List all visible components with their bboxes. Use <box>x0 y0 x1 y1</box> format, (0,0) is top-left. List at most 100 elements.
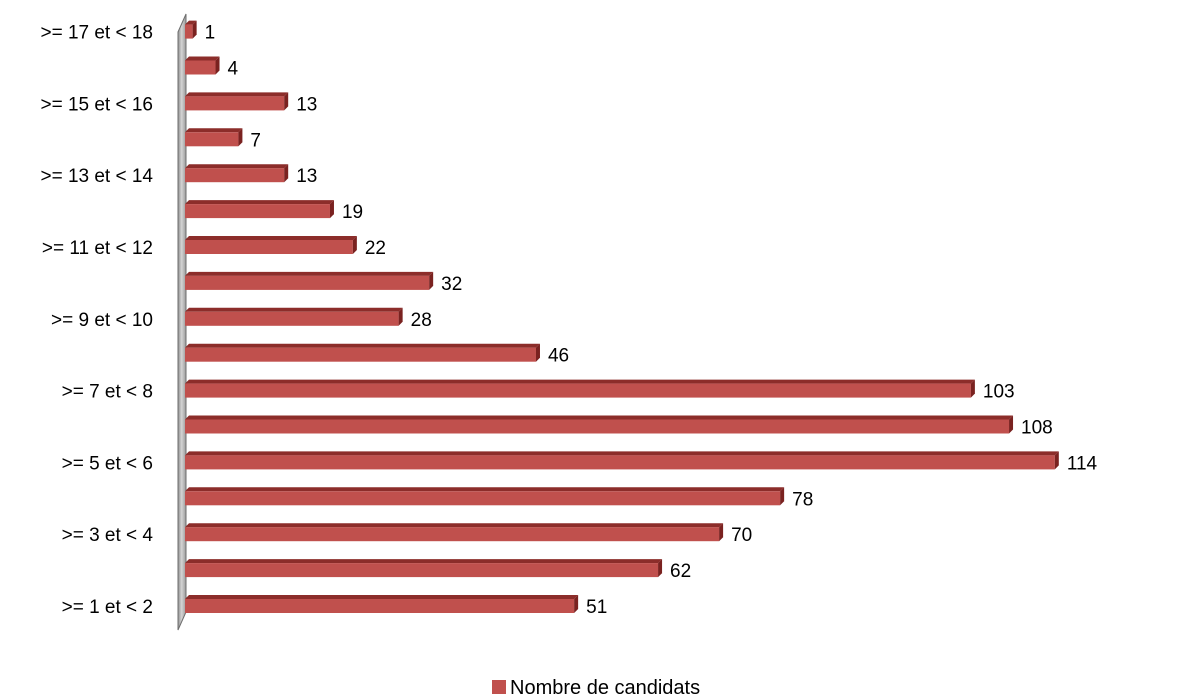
bar <box>185 236 357 254</box>
bar-top-face <box>185 164 289 169</box>
bar <box>185 128 243 147</box>
bar-top-face <box>185 236 357 240</box>
bar <box>185 523 724 542</box>
bar-front-face <box>185 204 330 219</box>
bar-end-face <box>284 92 289 111</box>
category-tick-label: >= 7 et < 8 <box>62 382 153 403</box>
bar-end-face <box>1054 451 1059 470</box>
bar <box>185 343 540 362</box>
data-label: 51 <box>586 597 607 618</box>
bar <box>185 559 663 578</box>
bar <box>185 56 220 75</box>
bar-front-face <box>185 275 430 290</box>
bar-top-face <box>185 451 1059 456</box>
bar-end-face <box>192 20 197 39</box>
bar-top-face <box>185 523 724 528</box>
bar-end-face <box>215 56 220 75</box>
bar <box>185 200 334 219</box>
bar-front-face <box>185 527 720 542</box>
bar <box>185 451 1059 470</box>
category-tick-label: >= 11 et < 12 <box>42 238 153 259</box>
category-tick-label: >= 13 et < 14 <box>40 166 153 187</box>
bar-top-face <box>185 343 540 348</box>
bar-top-face <box>185 595 579 599</box>
legend: Nombre de candidats <box>492 677 700 698</box>
bar-top-face <box>185 200 334 205</box>
bar-front-face <box>185 383 971 398</box>
bar-end-face <box>658 559 663 578</box>
data-label: 70 <box>731 525 752 546</box>
bar-end-face <box>535 343 540 362</box>
bar-end-face <box>719 523 724 542</box>
bar <box>185 487 785 506</box>
bar <box>185 307 403 326</box>
data-label: 46 <box>548 346 569 367</box>
data-label: 7 <box>250 130 261 151</box>
data-label: 114 <box>1067 453 1098 474</box>
category-tick-label: >= 15 et < 16 <box>40 94 153 115</box>
bar-end-face <box>398 307 403 326</box>
bar <box>185 415 1014 434</box>
data-label: 108 <box>1021 418 1053 439</box>
bar-top-face <box>185 415 1014 420</box>
bar-front-face <box>185 599 575 613</box>
category-tick-label: >= 17 et < 18 <box>40 23 153 44</box>
bar-front-face <box>185 240 353 254</box>
bar-top-face <box>185 128 243 133</box>
data-label: 62 <box>670 561 691 582</box>
data-label: 32 <box>441 274 462 295</box>
category-tick-label: >= 1 et < 2 <box>62 597 153 618</box>
data-label: 28 <box>411 310 432 331</box>
category-tick-labels: >= 1 et < 2 >= 3 et < 4 >= 5 et < 6 >= 7 et… <box>40 23 153 618</box>
bar-front-face <box>185 311 399 326</box>
bar-front-face <box>185 24 193 39</box>
category-tick-label: >= 3 et < 4 <box>62 525 154 546</box>
bar-front-face <box>185 419 1010 434</box>
data-label: 1 <box>205 23 216 44</box>
category-tick-label: >= 5 et < 6 <box>62 453 153 474</box>
bar-end-face <box>780 487 785 506</box>
bar-end-face <box>284 164 289 183</box>
legend-label: Nombre de candidats <box>510 677 700 698</box>
axis-wall-face <box>177 13 187 631</box>
bar <box>185 92 289 111</box>
data-label: 22 <box>365 238 386 259</box>
data-label: 103 <box>983 382 1015 403</box>
bar-series <box>185 20 1059 613</box>
bar-top-face <box>185 92 289 97</box>
category-tick-label: >= 9 et < 10 <box>51 310 153 331</box>
category-axis-wall <box>177 13 187 631</box>
bar-top-face <box>185 307 403 312</box>
bar-top-face <box>185 271 434 276</box>
bar-end-face <box>429 271 434 290</box>
bar-end-face <box>574 595 579 613</box>
bar-top-face <box>185 379 975 384</box>
bar-end-face <box>1009 415 1014 434</box>
bar-top-face <box>185 56 220 61</box>
bar-end-face <box>352 236 357 254</box>
data-label: 19 <box>342 202 363 223</box>
bar-front-face <box>185 96 285 111</box>
bar-front-face <box>185 168 285 183</box>
bar-front-face <box>185 455 1055 470</box>
bar-end-face <box>238 128 243 147</box>
bar-end-face <box>970 379 975 398</box>
bar <box>185 379 975 398</box>
bar-front-face <box>185 347 536 362</box>
bar <box>185 271 434 290</box>
bar-front-face <box>185 491 781 506</box>
bar-top-face <box>185 20 197 25</box>
data-label: 78 <box>792 489 813 510</box>
bar-top-face <box>185 487 785 492</box>
legend-swatch <box>492 680 506 694</box>
data-label: 13 <box>296 94 317 115</box>
data-label: 13 <box>296 166 317 187</box>
bar <box>185 595 579 613</box>
bar-front-face <box>185 132 239 147</box>
bar-end-face <box>329 200 334 219</box>
bar-front-face <box>185 60 216 75</box>
data-label: 4 <box>228 59 239 80</box>
bar-top-face <box>185 559 663 564</box>
